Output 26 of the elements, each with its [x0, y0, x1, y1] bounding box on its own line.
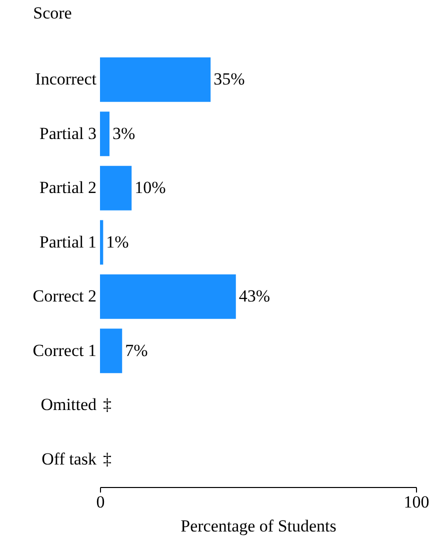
y-tick-label: Partial 1 — [39, 232, 96, 252]
y-tick-label: Off task — [42, 449, 97, 468]
y-tick-label: Incorrect — [35, 70, 97, 89]
y-tick-label: Omitted — [40, 395, 97, 414]
data-label: 3% — [112, 124, 136, 143]
data-label: 43% — [238, 286, 270, 306]
data-label: 35% — [214, 70, 245, 89]
data-label: 1% — [106, 232, 129, 252]
text: ‡ — [103, 395, 112, 414]
data-label: 7% — [125, 340, 148, 360]
y-tick-label: Correct 2 — [32, 286, 96, 306]
y-tick-label: Partial 3 — [39, 124, 96, 143]
bar — [100, 57, 211, 102]
x-tick-label: 100 — [404, 492, 430, 512]
y-axis-title: Score — [33, 4, 72, 22]
y-tick-label: Correct 1 — [32, 340, 96, 360]
x-tick-label: 0 — [96, 492, 105, 512]
bar — [100, 328, 122, 374]
bar — [100, 112, 110, 156]
data-label: 10% — [134, 178, 166, 198]
text: ‡ — [103, 449, 112, 468]
bar — [100, 166, 132, 210]
y-tick-label: Partial 2 — [39, 178, 96, 198]
x-axis-title: Percentage of Students — [180, 516, 336, 536]
bar — [100, 274, 236, 319]
bar — [100, 220, 104, 265]
